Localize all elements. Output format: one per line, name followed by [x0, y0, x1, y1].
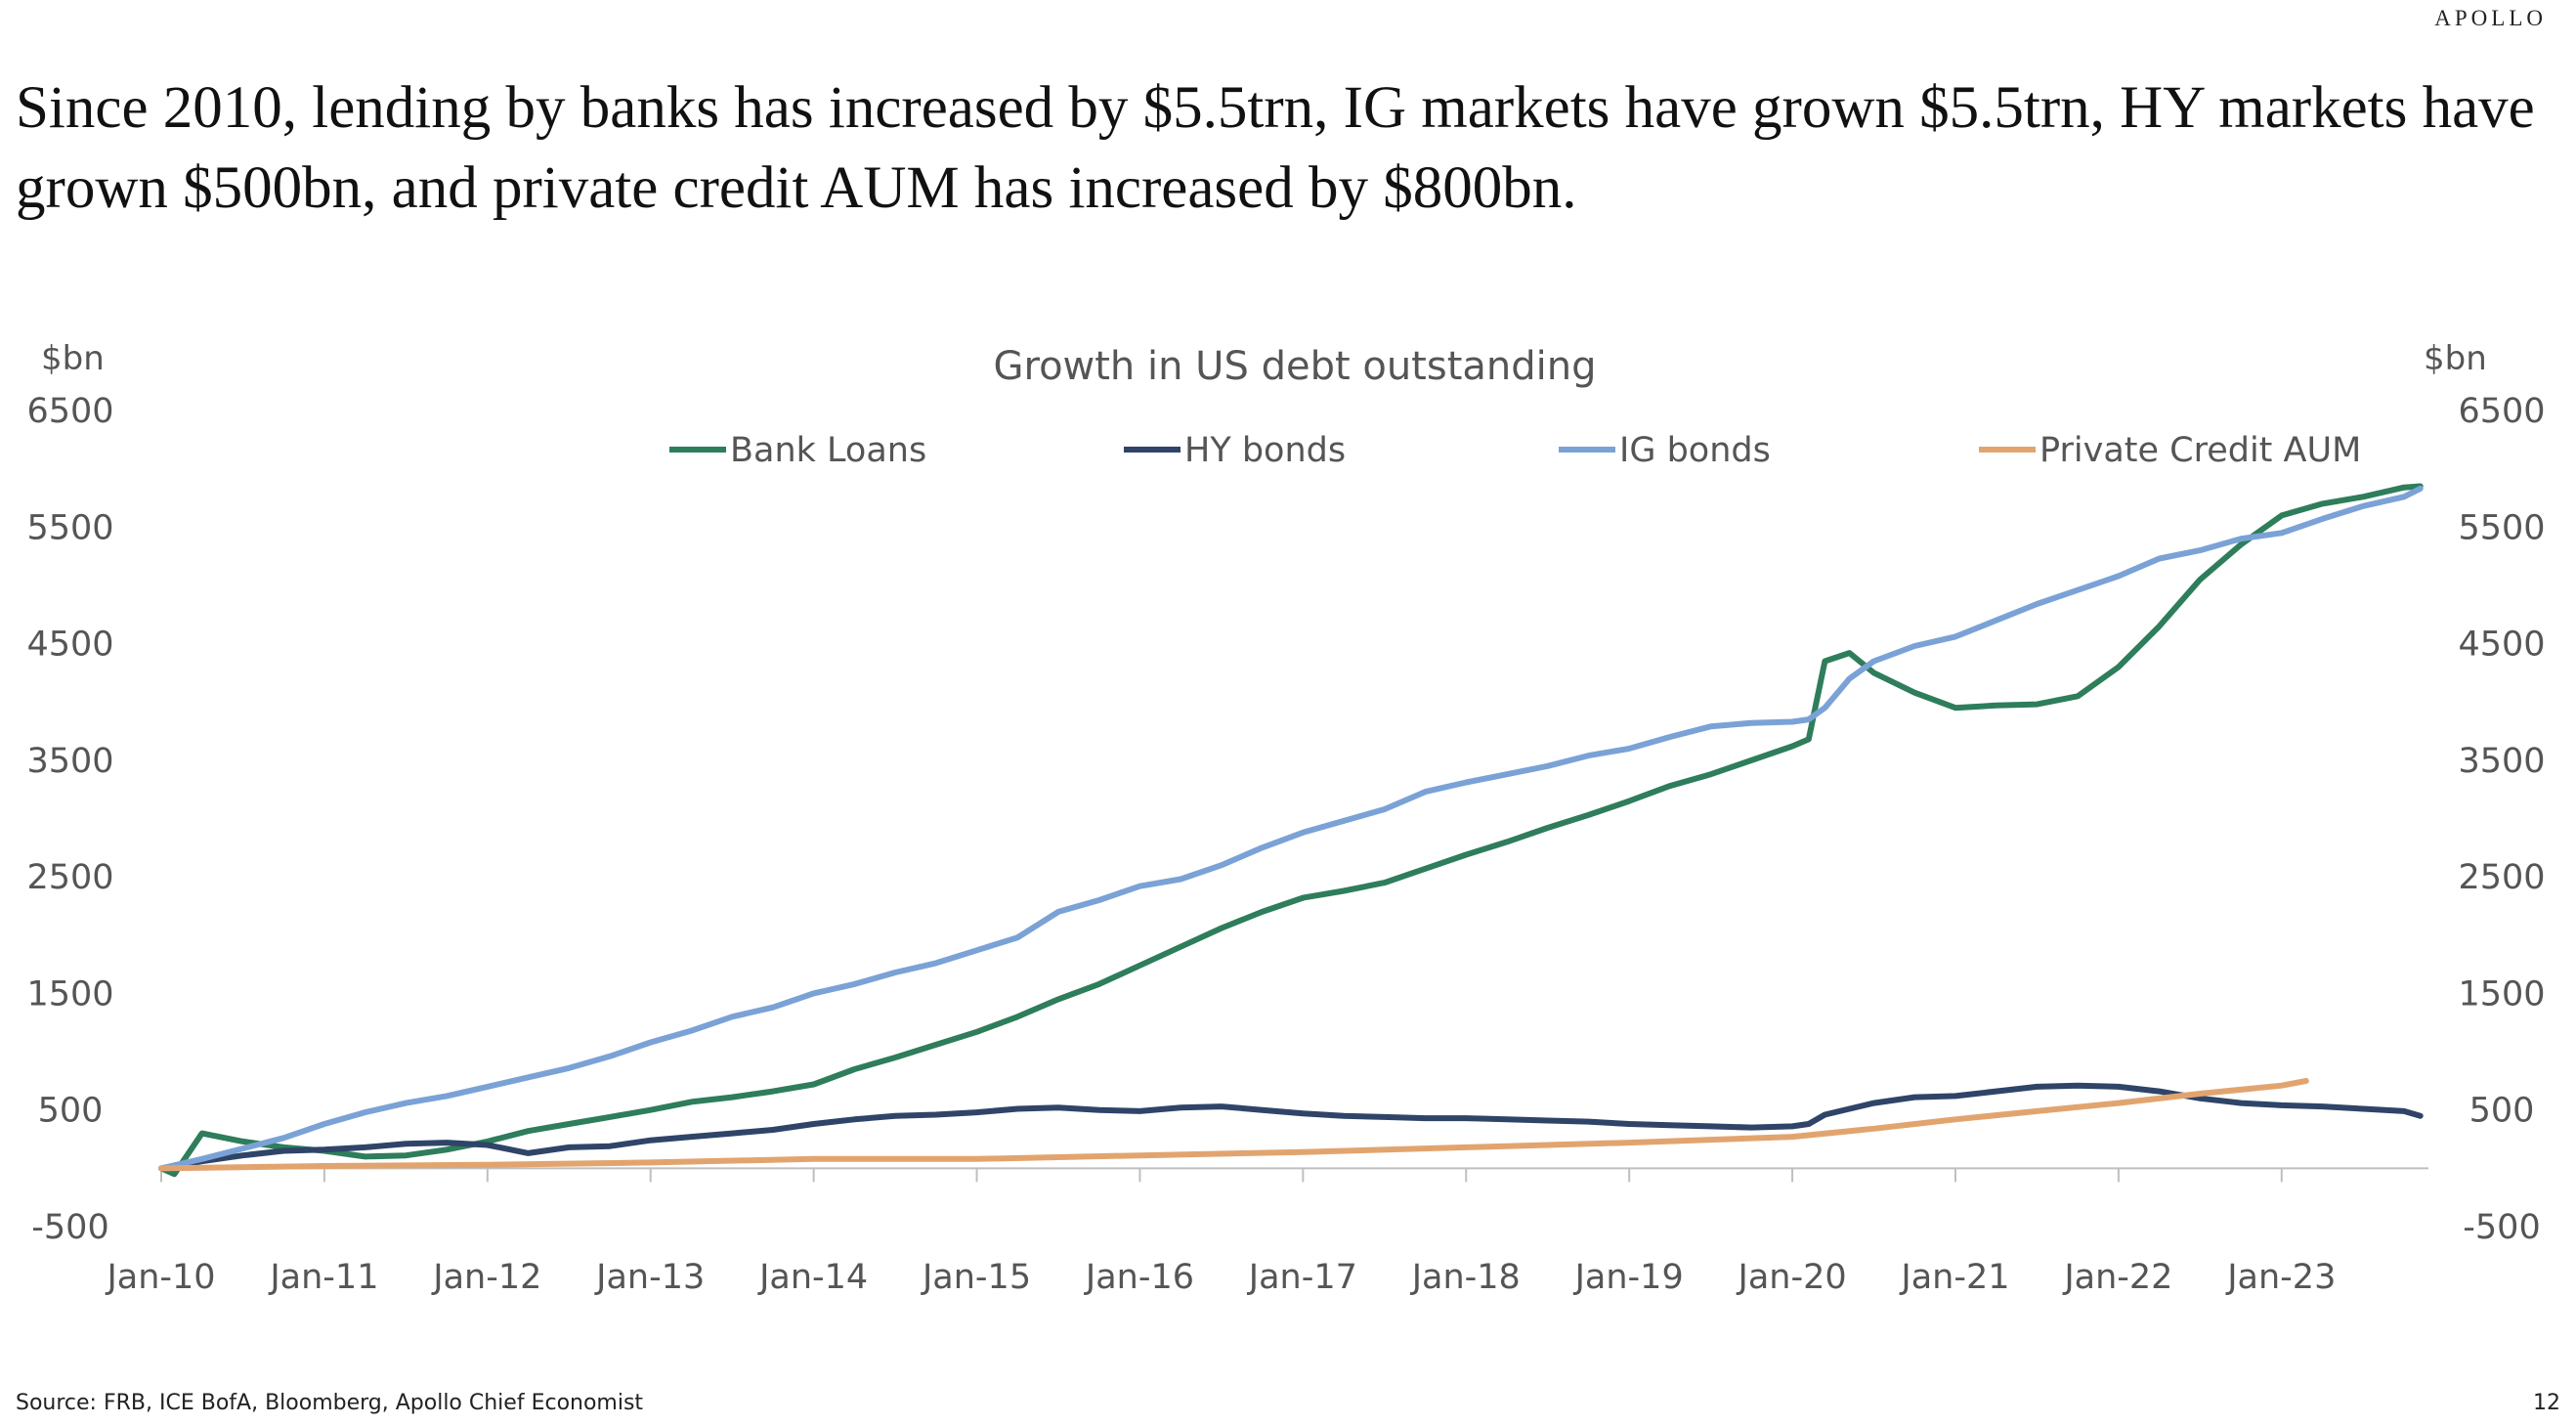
legend-label-ig-bonds: IG bonds [1619, 431, 1771, 470]
x-tick-label: Jan-13 [594, 1258, 705, 1297]
y-tick-label-left: -500 [31, 1208, 108, 1247]
x-axis: Jan-10 Jan-11 Jan-12 Jan-13 Jan-14 Jan-15 Jan-… [105, 1167, 2428, 1297]
legend-label-private-credit-aum: Private Credit AUM [2039, 431, 2361, 470]
chart-title: Growth in US debt outstanding [994, 344, 1597, 389]
y-tick-label-right: -500 [2463, 1208, 2540, 1247]
y-tick-label-left: 6500 [26, 392, 113, 431]
series-line-hy-bonds [158, 1082, 2424, 1172]
series-line-bank-loans [158, 483, 2424, 1178]
source-note: Source: FRB, ICE BofA, Bloomberg, Apollo… [16, 1391, 644, 1415]
x-tick-label: Jan-16 [1084, 1258, 1194, 1297]
y-tick-label-right: 5500 [2458, 508, 2545, 547]
series-line-private-credit-aum [158, 1077, 2309, 1172]
y-tick-label-right: 1500 [2458, 974, 2545, 1014]
x-tick-label: Jan-10 [105, 1258, 215, 1297]
y-tick-label-right: 4500 [2458, 626, 2545, 665]
x-tick-label: Jan-19 [1573, 1258, 1684, 1297]
y-tick-label-right: 500 [2469, 1092, 2535, 1131]
y-tick-label-left: 2500 [26, 858, 113, 897]
x-tick-label: Jan-14 [757, 1258, 868, 1297]
x-tick-label: Jan-17 [1247, 1258, 1357, 1297]
chart-container: $bn $bn Growth in US debt outstanding Ba… [0, 332, 2576, 1310]
debt-growth-chart: $bn $bn Growth in US debt outstanding Ba… [26, 339, 2545, 1297]
chart-legend: Bank Loans HY bonds IG bonds Private Credit… [669, 431, 2361, 470]
legend-label-hy-bonds: HY bonds [1184, 431, 1346, 470]
x-tick-label: Jan-11 [268, 1258, 378, 1297]
headline: Since 2010, lending by banks has increas… [16, 75, 2535, 221]
y-tick-label-left: 3500 [26, 742, 113, 781]
x-tick-label: Jan-12 [431, 1258, 541, 1297]
y-tick-label-left: 500 [38, 1092, 104, 1131]
y-tick-label-right: 6500 [2458, 392, 2545, 431]
x-tick-label: Jan-23 [2225, 1258, 2336, 1297]
x-tick-label: Jan-15 [921, 1258, 1031, 1297]
right-axis-unit: $bn [2424, 339, 2487, 378]
x-tick-label: Jan-21 [1899, 1258, 2009, 1297]
left-axis-unit: $bn [41, 339, 105, 378]
series-line-ig-bonds [158, 485, 2424, 1172]
chart-series [158, 483, 2424, 1178]
y-tick-label-left: 4500 [26, 626, 113, 665]
x-tick-label: Jan-18 [1410, 1258, 1521, 1297]
y-tick-label-left: 1500 [26, 974, 113, 1014]
x-tick-label: Jan-22 [2062, 1258, 2172, 1297]
y-tick-label-right: 3500 [2458, 742, 2545, 781]
y-tick-label-left: 5500 [26, 508, 113, 547]
page-number: 12 [2533, 1391, 2560, 1415]
legend-label-bank-loans: Bank Loans [730, 431, 926, 470]
x-tick-label: Jan-20 [1737, 1258, 1847, 1297]
brand-logo: APOLLO [2434, 6, 2547, 30]
y-tick-label-right: 2500 [2458, 858, 2545, 897]
y-axis-ticks: -500 -500 500 500 1500 1500 2500 2500 3500 3500 45… [26, 392, 2545, 1247]
